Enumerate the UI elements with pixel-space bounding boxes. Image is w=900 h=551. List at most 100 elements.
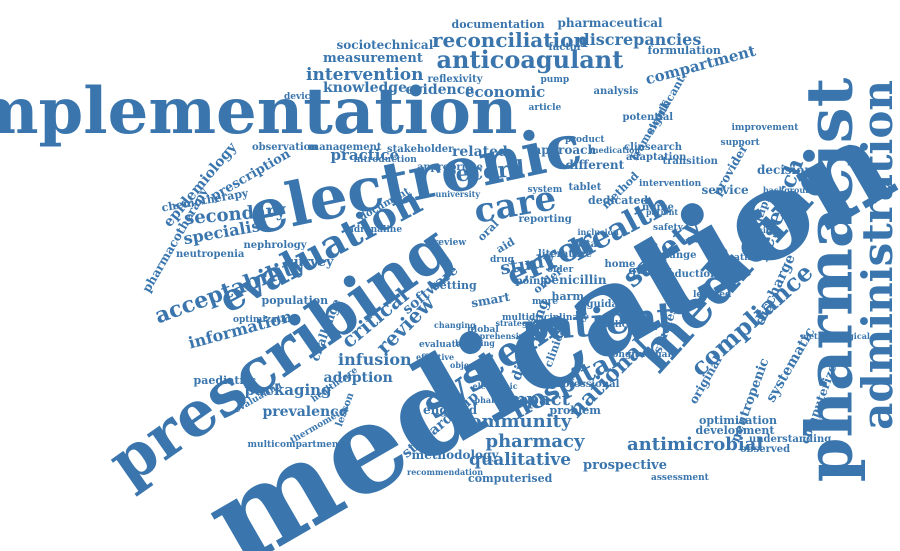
cloud-word: comprehensive bbox=[461, 331, 529, 341]
cloud-word: objective bbox=[450, 360, 491, 370]
cloud-word: different bbox=[565, 158, 625, 172]
cloud-word: effective bbox=[416, 352, 455, 362]
cloud-word: sociotechnical bbox=[336, 38, 434, 52]
cloud-word: appropriate bbox=[417, 162, 483, 173]
cloud-word: global bbox=[467, 324, 499, 335]
cloud-word: penicillin bbox=[543, 273, 607, 287]
cloud-word: evidence bbox=[405, 82, 475, 98]
cloud-word: multidisciplinary bbox=[502, 312, 589, 323]
cloud-word: tablet bbox=[568, 182, 602, 193]
cloud-word: pharmacy bbox=[485, 431, 585, 452]
cloud-word: patient bbox=[646, 207, 679, 217]
cloud-word: potential bbox=[622, 112, 674, 123]
cloud-word: point bbox=[515, 276, 545, 287]
cloud-word: problem bbox=[549, 403, 601, 417]
cloud-word: introduction bbox=[353, 154, 417, 165]
cloud-word: practice bbox=[330, 145, 400, 164]
cloud-word: adaptation bbox=[626, 152, 687, 163]
cloud-word: optimization bbox=[233, 314, 297, 325]
cloud-word: analysis bbox=[593, 86, 639, 97]
cloud-word: reporting bbox=[518, 214, 572, 225]
cloud-word: adoption bbox=[323, 370, 393, 386]
cloud-word: reflexivity bbox=[427, 74, 483, 85]
cloud-word: strategies bbox=[495, 318, 541, 328]
cloud-word: home bbox=[604, 259, 636, 270]
cloud-word: discrepancies bbox=[578, 30, 702, 49]
cloud-word: older bbox=[547, 264, 574, 275]
cloud-word: application bbox=[596, 319, 654, 330]
cloud-word: administration bbox=[852, 80, 900, 430]
cloud-word: assessment bbox=[651, 472, 709, 483]
cloud-word: nurse bbox=[642, 202, 674, 213]
cloud-word: evaluate bbox=[419, 339, 462, 350]
cloud-word: adrenaline bbox=[348, 224, 403, 235]
cloud-word: treatment bbox=[719, 252, 771, 263]
cloud-word: england bbox=[423, 403, 478, 417]
cloud-word: change bbox=[656, 250, 697, 261]
cloud-word: approach bbox=[533, 143, 597, 157]
cloud-word: inclusion bbox=[577, 227, 619, 237]
cloud-word: factor bbox=[548, 42, 582, 53]
cloud-word: formulation bbox=[647, 43, 721, 57]
cloud-word: pump bbox=[540, 74, 570, 85]
cloud-word: measurement bbox=[323, 50, 423, 66]
cloud-word: reconciliation bbox=[432, 28, 588, 52]
cloud-word: methodological bbox=[800, 331, 870, 341]
cloud-word: neutropenia bbox=[176, 249, 245, 260]
cloud-word: implementation bbox=[0, 74, 518, 149]
cloud-word: understanding bbox=[749, 434, 832, 445]
cloud-word: paediatric bbox=[193, 373, 257, 387]
cloud-word: optimisation bbox=[699, 413, 778, 427]
cloud-word: survey bbox=[286, 254, 334, 270]
cloud-word: learned bbox=[693, 289, 732, 300]
cloud-word: service bbox=[701, 183, 749, 197]
cloud-word: antimicrobial bbox=[627, 434, 764, 455]
cloud-word: population bbox=[261, 293, 329, 307]
cloud-word: intervention bbox=[639, 178, 702, 189]
cloud-word: improvement bbox=[731, 122, 799, 133]
cloud-word: quality bbox=[628, 263, 672, 277]
cloud-word: handling bbox=[455, 338, 495, 348]
cloud-word: methodology bbox=[411, 448, 499, 462]
cloud-word: reduction bbox=[663, 269, 718, 280]
cloud-word: support bbox=[720, 137, 760, 148]
cloud-word: aid bbox=[493, 234, 517, 256]
cloud-word: multicompartment bbox=[247, 439, 343, 450]
cloud-word: stakeholder bbox=[387, 144, 454, 155]
cloud-word: prospective bbox=[583, 457, 667, 473]
cloud-word: prevalence bbox=[262, 404, 348, 420]
cloud-word: data bbox=[572, 239, 598, 250]
cloud-word: pharmaceutical bbox=[557, 16, 663, 30]
cloud-word: safety bbox=[653, 222, 683, 233]
cloud-word: decision bbox=[757, 163, 813, 177]
cloud-word: harm bbox=[551, 289, 585, 303]
cloud-word: clinsearch bbox=[624, 142, 683, 153]
cloud-word: anticoagulant bbox=[436, 45, 624, 74]
cloud-word: infusion bbox=[338, 350, 412, 369]
cloud-word: electronic bbox=[472, 381, 518, 391]
cloud-word: computerised bbox=[468, 471, 553, 485]
cloud-word: guidance bbox=[586, 299, 638, 310]
cloud-word: nursing bbox=[742, 225, 778, 235]
cloud-word: pharmacist bbox=[474, 395, 526, 405]
cloud-word: observed bbox=[740, 444, 791, 455]
cloud-word: article bbox=[528, 102, 562, 113]
cloud-word: more bbox=[532, 296, 558, 307]
cloud-word: packaging bbox=[244, 380, 332, 399]
cloud-word: transition bbox=[662, 156, 718, 167]
cloud-word: community bbox=[458, 411, 572, 432]
cloud-word: product bbox=[565, 134, 605, 145]
cloud-word: knowledge bbox=[323, 80, 407, 96]
cloud-word: professional bbox=[550, 379, 620, 390]
cloud-word: recommendation bbox=[407, 467, 484, 477]
cloud-word: qualitative bbox=[469, 449, 572, 470]
cloud-word: management bbox=[308, 142, 382, 153]
cloud-word: changing bbox=[434, 320, 476, 330]
cloud-word: background bbox=[763, 185, 817, 195]
cloud-word: nephrology bbox=[243, 240, 307, 251]
cloud-word: documentation bbox=[451, 17, 545, 31]
cloud-word: device bbox=[284, 91, 316, 102]
cloud-word: medication bbox=[590, 145, 641, 155]
cloud-word: drug bbox=[490, 254, 514, 265]
